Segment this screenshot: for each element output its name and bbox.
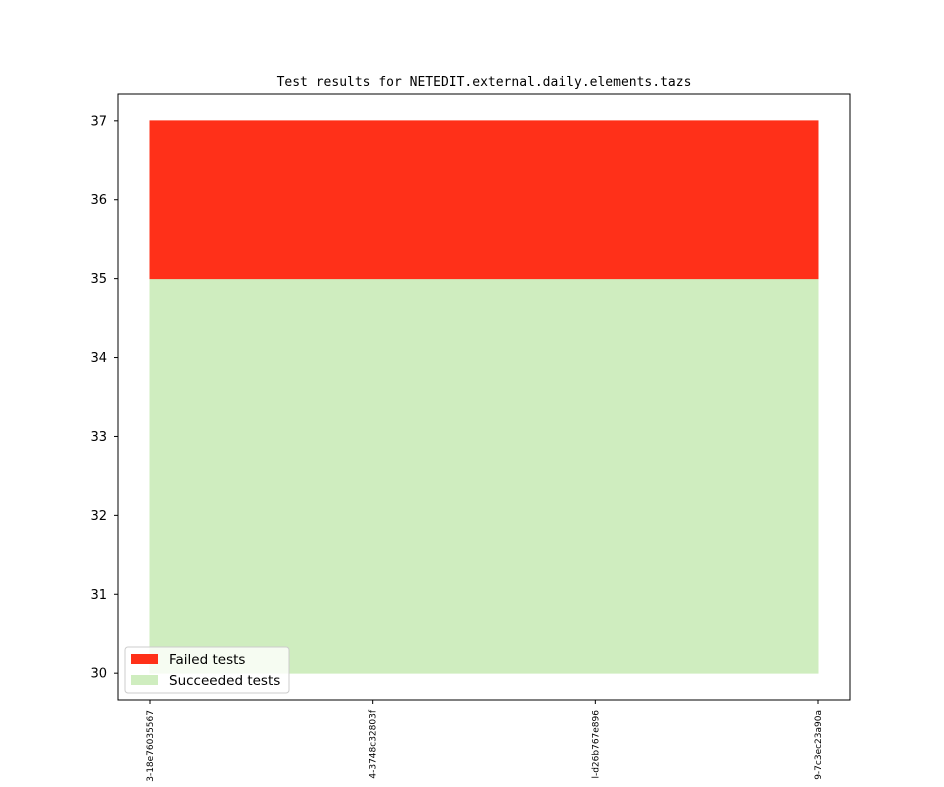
legend-box: [124, 646, 290, 694]
plot-areas: [149, 120, 819, 674]
legend: Failed tests Succeeded tests: [124, 646, 290, 694]
chart-title: Test results for NETEDIT.external.daily.…: [277, 75, 692, 90]
y-axis: 30 31 32 33 34 35 36 37: [90, 114, 118, 682]
x-tick-label: l-d26b767e896: [591, 710, 601, 779]
y-tick-label: 32: [90, 509, 107, 524]
y-tick-label: 30: [90, 667, 107, 682]
legend-swatch: [131, 675, 158, 685]
area-succeeded-tests: [149, 278, 819, 674]
plot-frame: [117, 93, 851, 701]
y-tick-label: 31: [90, 588, 107, 603]
legend-label: Succeeded tests: [169, 673, 280, 689]
y-tick-label: 36: [90, 193, 107, 208]
x-axis: 3-18e76035567 4-3748c32803f l-d26b767e896 9…: [146, 700, 824, 782]
y-tick-label: 37: [90, 114, 107, 129]
x-tick-label: 9-7c3ec23a90a: [814, 710, 824, 780]
x-tick-label: 3-18e76035567: [146, 710, 156, 782]
y-tick-label: 34: [90, 351, 107, 366]
legend-swatch: [131, 654, 158, 664]
x-tick-label: 4-3748c32803f: [369, 709, 379, 778]
y-tick-label: 35: [90, 272, 107, 287]
y-tick-label: 33: [90, 430, 107, 445]
legend-label: Failed tests: [169, 652, 245, 668]
area-failed-tests: [149, 120, 819, 280]
